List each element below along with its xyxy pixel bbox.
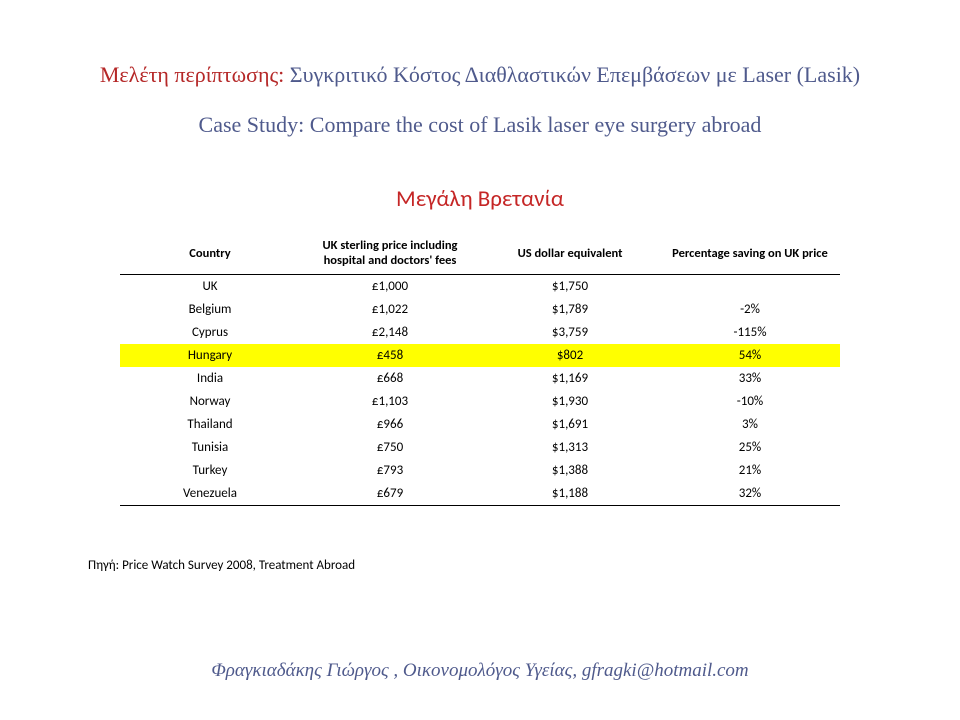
cell-uk_price: £458 [300, 344, 480, 367]
cell-country: Cyprus [120, 321, 300, 344]
cell-saving: -10% [660, 390, 840, 413]
cell-saving: -115% [660, 321, 840, 344]
cell-usd: $1,930 [480, 390, 660, 413]
table-row: Turkey£793$1,38821% [120, 459, 840, 482]
cell-country: Tunisia [120, 436, 300, 459]
cell-country: Venezuela [120, 482, 300, 506]
cell-saving: 21% [660, 459, 840, 482]
cell-uk_price: £1,022 [300, 298, 480, 321]
section-title: Μεγάλη Βρετανία [0, 185, 960, 213]
cell-saving: -2% [660, 298, 840, 321]
cell-uk_price: £668 [300, 367, 480, 390]
cell-country: Thailand [120, 413, 300, 436]
cell-saving [660, 275, 840, 299]
title-part-b: Συγκριτικό Κόστος Διαθλαστικών Επεμβάσεω… [284, 62, 860, 87]
table-row: UK£1,000$1,750 [120, 275, 840, 299]
table-row: Cyprus£2,148$3,759-115% [120, 321, 840, 344]
cell-saving: 54% [660, 344, 840, 367]
cost-table-container: Country UK sterling price including hosp… [120, 232, 840, 506]
cell-uk_price: £1,000 [300, 275, 480, 299]
cell-usd: $1,750 [480, 275, 660, 299]
cell-uk_price: £1,103 [300, 390, 480, 413]
cell-country: Norway [120, 390, 300, 413]
table-row: Belgium£1,022$1,789-2% [120, 298, 840, 321]
cell-usd: $3,759 [480, 321, 660, 344]
cell-usd: $1,313 [480, 436, 660, 459]
cell-uk_price: £679 [300, 482, 480, 506]
source-citation: Πηγή: Price Watch Survey 2008, Treatment… [88, 558, 355, 573]
table-row: India£668$1,16933% [120, 367, 840, 390]
table-row: Venezuela£679$1,18832% [120, 482, 840, 506]
cell-saving: 3% [660, 413, 840, 436]
cell-uk_price: £2,148 [300, 321, 480, 344]
col-country: Country [120, 232, 300, 275]
cell-country: India [120, 367, 300, 390]
slide-footer: Φραγκιαδάκης Γιώργος , Οικονομολόγος Υγε… [0, 660, 960, 682]
slide-subtitle: Case Study: Compare the cost of Lasik la… [0, 112, 960, 138]
cell-usd: $1,388 [480, 459, 660, 482]
cell-uk_price: £966 [300, 413, 480, 436]
cell-uk_price: £750 [300, 436, 480, 459]
cell-country: Belgium [120, 298, 300, 321]
cell-uk_price: £793 [300, 459, 480, 482]
cell-usd: $1,188 [480, 482, 660, 506]
table-row: Thailand£966$1,6913% [120, 413, 840, 436]
table-header-row: Country UK sterling price including hosp… [120, 232, 840, 275]
cell-usd: $802 [480, 344, 660, 367]
cost-table: Country UK sterling price including hosp… [120, 232, 840, 506]
cell-usd: $1,789 [480, 298, 660, 321]
cell-usd: $1,691 [480, 413, 660, 436]
col-uk-price: UK sterling price including hospital and… [300, 232, 480, 275]
cell-saving: 25% [660, 436, 840, 459]
title-part-a: Μελέτη περίπτωσης: [100, 62, 284, 87]
cell-saving: 32% [660, 482, 840, 506]
cell-saving: 33% [660, 367, 840, 390]
table-row: Norway£1,103$1,930-10% [120, 390, 840, 413]
table-body: UK£1,000$1,750Belgium£1,022$1,789-2%Cypr… [120, 275, 840, 506]
cell-country: Hungary [120, 344, 300, 367]
cell-usd: $1,169 [480, 367, 660, 390]
cell-country: Turkey [120, 459, 300, 482]
cell-country: UK [120, 275, 300, 299]
col-saving: Percentage saving on UK price [660, 232, 840, 275]
table-row: Hungary£458$80254% [120, 344, 840, 367]
col-usd: US dollar equivalent [480, 232, 660, 275]
table-row: Tunisia£750$1,31325% [120, 436, 840, 459]
slide-title: Μελέτη περίπτωσης: Συγκριτικό Κόστος Δια… [0, 62, 960, 88]
